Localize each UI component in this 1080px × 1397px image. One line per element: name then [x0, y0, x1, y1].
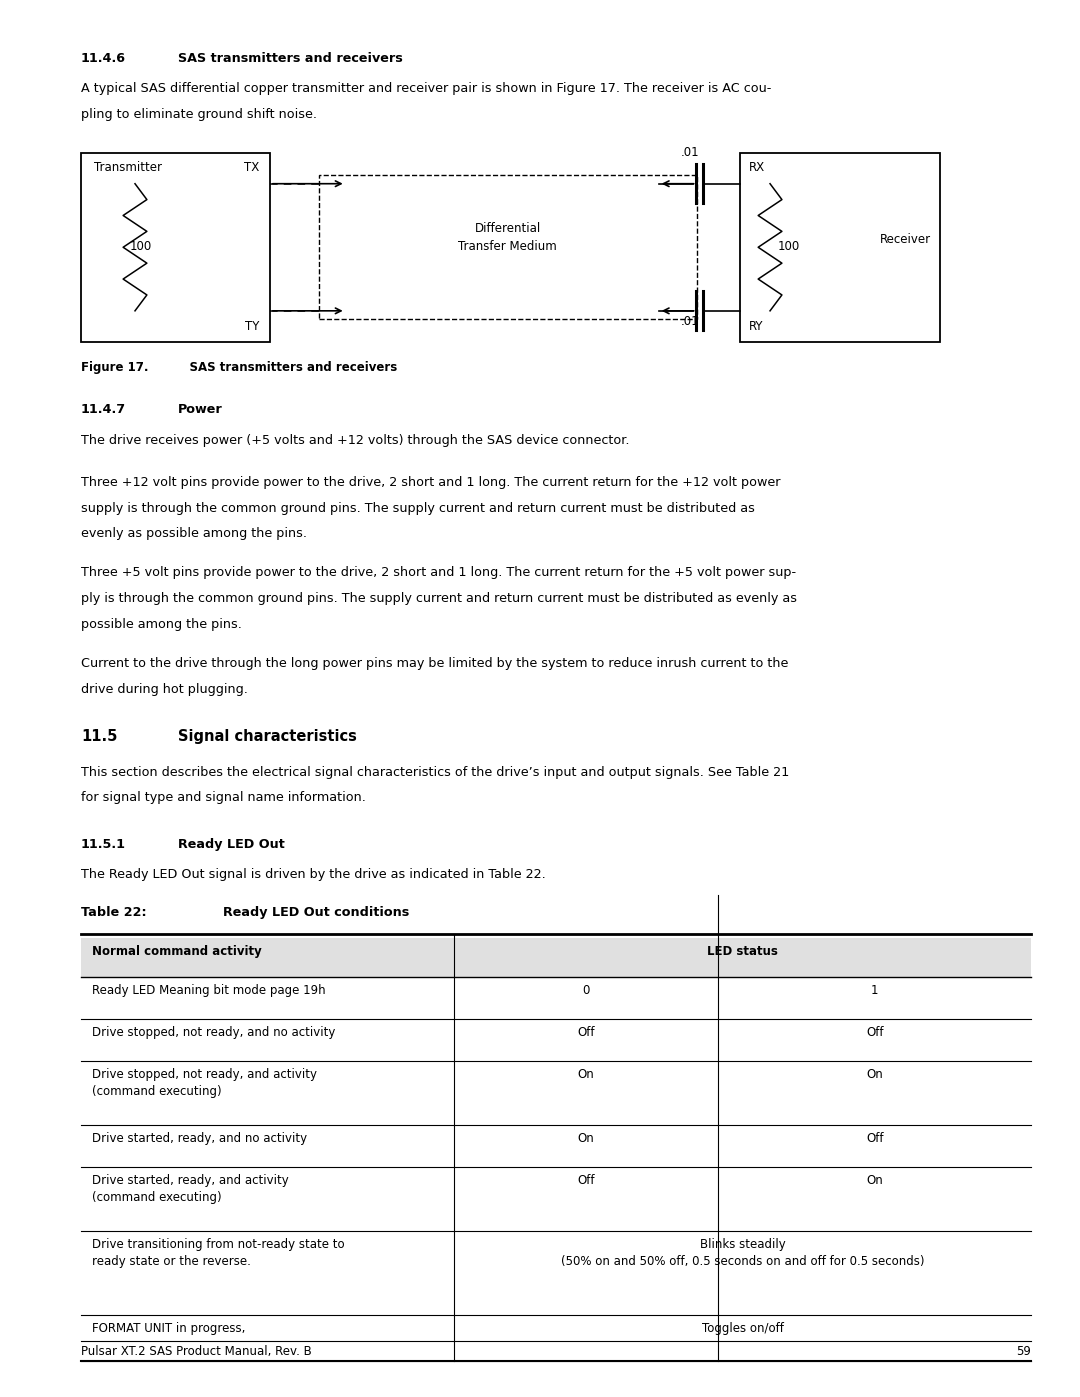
Text: On: On — [866, 1069, 883, 1081]
Text: Off: Off — [577, 1027, 595, 1039]
Text: for signal type and signal name information.: for signal type and signal name informat… — [81, 791, 366, 805]
Text: .01: .01 — [680, 316, 699, 328]
Text: Normal command activity: Normal command activity — [92, 946, 261, 958]
Text: 1: 1 — [872, 985, 878, 997]
Text: 11.5.1: 11.5.1 — [81, 838, 126, 851]
Bar — [319, 176, 697, 320]
Text: Current to the drive through the long power pins may be limited by the system to: Current to the drive through the long po… — [81, 658, 788, 671]
Text: 11.4.7: 11.4.7 — [81, 404, 126, 416]
Text: Blinks steadily
(50% on and 50% off, 0.5 seconds on and off for 0.5 seconds): Blinks steadily (50% on and 50% off, 0.5… — [561, 1239, 924, 1268]
Text: The drive receives power (+5 volts and +12 volts) through the SAS device connect: The drive receives power (+5 volts and +… — [81, 434, 630, 447]
Text: Drive started, ready, and no activity: Drive started, ready, and no activity — [92, 1133, 307, 1146]
Text: Power: Power — [178, 404, 222, 416]
Text: Figure 17.: Figure 17. — [81, 362, 149, 374]
Bar — [81, 939, 1031, 978]
Text: TY: TY — [245, 320, 259, 334]
Text: RY: RY — [748, 320, 762, 334]
Text: This section describes the electrical signal characteristics of the drive’s inpu: This section describes the electrical si… — [81, 766, 789, 778]
Text: Drive stopped, not ready, and no activity: Drive stopped, not ready, and no activit… — [92, 1027, 335, 1039]
Text: Three +12 volt pins provide power to the drive, 2 short and 1 long. The current : Three +12 volt pins provide power to the… — [81, 476, 781, 489]
Text: Table 22:: Table 22: — [81, 907, 147, 919]
Text: 100: 100 — [130, 240, 152, 253]
Text: Ready LED Out conditions: Ready LED Out conditions — [205, 907, 409, 919]
Text: Toggles on/off: Toggles on/off — [702, 1323, 783, 1336]
Text: Ready LED Meaning bit mode page 19h: Ready LED Meaning bit mode page 19h — [92, 985, 325, 997]
Text: Receiver: Receiver — [880, 233, 931, 246]
Text: drive during hot plugging.: drive during hot plugging. — [81, 683, 248, 696]
Text: Drive transitioning from not-ready state to
ready state or the reverse.: Drive transitioning from not-ready state… — [92, 1239, 345, 1268]
Text: Drive stopped, not ready, and activity
(command executing): Drive stopped, not ready, and activity (… — [92, 1069, 316, 1098]
Text: 59: 59 — [1016, 1345, 1031, 1358]
Text: SAS transmitters and receivers: SAS transmitters and receivers — [178, 52, 403, 64]
Text: FORMAT UNIT in progress,: FORMAT UNIT in progress, — [92, 1323, 245, 1336]
Text: evenly as possible among the pins.: evenly as possible among the pins. — [81, 528, 307, 541]
Text: 11.5: 11.5 — [81, 729, 118, 745]
Text: Differential
Transfer Medium: Differential Transfer Medium — [458, 222, 557, 253]
Text: Signal characteristics: Signal characteristics — [178, 729, 357, 745]
Text: Pulsar XT.2 SAS Product Manual, Rev. B: Pulsar XT.2 SAS Product Manual, Rev. B — [81, 1345, 312, 1358]
Text: 11.4.6: 11.4.6 — [81, 52, 126, 64]
Text: LED status: LED status — [707, 946, 778, 958]
Text: Drive started, ready, and activity
(command executing): Drive started, ready, and activity (comm… — [92, 1175, 288, 1204]
Text: SAS transmitters and receivers: SAS transmitters and receivers — [173, 362, 397, 374]
Text: RX: RX — [748, 162, 765, 175]
Text: Three +5 volt pins provide power to the drive, 2 short and 1 long. The current r: Three +5 volt pins provide power to the … — [81, 567, 796, 580]
Text: Transmitter: Transmitter — [94, 162, 162, 175]
Text: ply is through the common ground pins. The supply current and return current mus: ply is through the common ground pins. T… — [81, 592, 797, 605]
Text: TX: TX — [244, 162, 259, 175]
Bar — [81, 154, 270, 342]
Text: On: On — [578, 1069, 594, 1081]
Text: Off: Off — [577, 1175, 595, 1187]
Text: possible among the pins.: possible among the pins. — [81, 617, 242, 631]
Text: pling to eliminate ground shift noise.: pling to eliminate ground shift noise. — [81, 109, 318, 122]
Text: Off: Off — [866, 1133, 883, 1146]
Text: 100: 100 — [778, 240, 800, 253]
Bar — [740, 154, 940, 342]
Text: supply is through the common ground pins. The supply current and return current : supply is through the common ground pins… — [81, 502, 755, 514]
Text: 0: 0 — [582, 985, 590, 997]
Text: Ready LED Out: Ready LED Out — [178, 838, 285, 851]
Text: The Ready LED Out signal is driven by the drive as indicated in Table 22.: The Ready LED Out signal is driven by th… — [81, 869, 545, 882]
Text: Off: Off — [866, 1027, 883, 1039]
Text: On: On — [578, 1133, 594, 1146]
Text: .01: .01 — [680, 145, 699, 159]
Text: A typical SAS differential copper transmitter and receiver pair is shown in Figu: A typical SAS differential copper transm… — [81, 82, 771, 95]
Text: On: On — [866, 1175, 883, 1187]
